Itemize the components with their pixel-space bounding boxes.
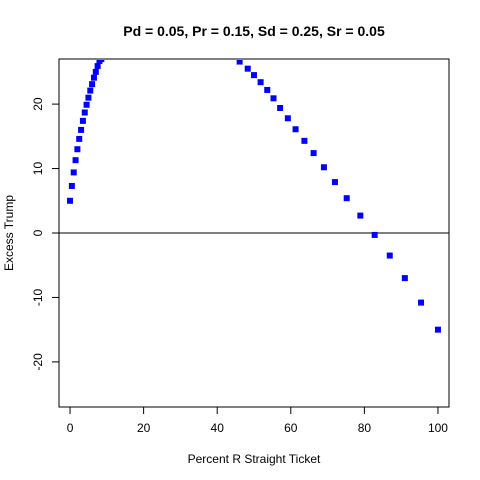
data-point: [72, 157, 79, 164]
x-axis: 0 20 40 60 80 100: [67, 407, 448, 435]
x-tick-label: 40: [211, 421, 225, 435]
data-point: [251, 72, 257, 79]
data-point: [343, 195, 350, 202]
x-tick-label: 20: [137, 421, 151, 435]
data-point: [418, 299, 425, 306]
data-point: [83, 101, 90, 108]
y-axis-label: Excess Trump: [2, 195, 16, 271]
data-point: [284, 115, 291, 122]
data-point: [74, 146, 81, 153]
data-point: [79, 117, 86, 124]
data-point: [68, 182, 75, 189]
data-point: [98, 60, 105, 62]
data-point: [331, 179, 338, 186]
y-tick-label: 10: [31, 162, 45, 176]
data-point: [85, 94, 92, 101]
y-tick-label: -10: [31, 288, 45, 306]
y-axis: -20 -10 0 10 20: [31, 97, 59, 371]
data-point: [76, 135, 83, 142]
data-point: [401, 275, 408, 282]
data-point: [371, 231, 378, 238]
data-point: [270, 95, 277, 102]
data-point: [320, 164, 327, 171]
data-points: [67, 60, 441, 333]
data-point: [301, 137, 308, 144]
data-point: [357, 212, 364, 219]
x-tick-label: 60: [284, 421, 298, 435]
data-point: [78, 126, 85, 133]
data-point: [94, 63, 101, 70]
data-point: [81, 109, 88, 116]
data-point: [277, 104, 284, 111]
data-point: [89, 81, 96, 88]
y-tick-label: -20: [31, 353, 45, 371]
x-tick-label: 0: [67, 421, 74, 435]
data-point: [310, 150, 317, 157]
x-axis-label: Percent R Straight Ticket: [188, 452, 321, 466]
data-point: [67, 197, 74, 204]
data-point: [244, 65, 251, 72]
data-point: [434, 326, 441, 333]
chart-title: Pd = 0.05, Pr = 0.15, Sd = 0.25, Sr = 0.…: [123, 23, 385, 39]
data-point: [264, 86, 271, 93]
data-point: [92, 68, 99, 75]
data-point: [70, 169, 77, 176]
y-tick-label: 20: [31, 97, 45, 111]
y-tick-label: 0: [31, 229, 45, 236]
data-point: [87, 87, 94, 94]
x-tick-label: 80: [358, 421, 372, 435]
x-tick-label: 100: [428, 421, 448, 435]
data-point: [90, 74, 97, 81]
data-point: [386, 252, 393, 259]
data-point: [292, 126, 299, 133]
data-point: [236, 60, 243, 65]
data-point: [257, 79, 264, 86]
